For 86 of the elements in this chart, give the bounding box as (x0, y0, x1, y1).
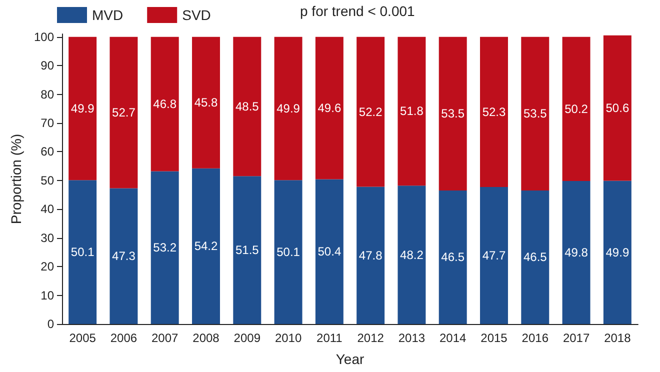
bar (398, 36, 426, 186)
y-tick-label: 60 (40, 144, 54, 159)
bar (480, 36, 508, 188)
bar (438, 190, 467, 324)
data-label: 50.6 (606, 101, 630, 116)
bar (192, 36, 220, 168)
y-tick-label: 0 (47, 317, 54, 331)
bar (274, 36, 302, 180)
legend-label: SVD (182, 7, 211, 23)
data-label: 50.2 (564, 102, 588, 116)
y-tick-label: 100 (34, 30, 54, 44)
data-label: 52.3 (482, 104, 506, 119)
x-tick-label: 2013 (398, 331, 426, 345)
data-label: 50.1 (276, 245, 300, 260)
bar (233, 176, 262, 324)
x-tick-label: 2006 (110, 331, 138, 345)
data-label: 51.8 (400, 104, 424, 118)
legend-label: MVD (92, 7, 124, 23)
bar (315, 36, 344, 180)
bar (603, 35, 632, 181)
y-tick-label: 20 (40, 260, 54, 274)
bar (356, 36, 385, 187)
bar (398, 186, 426, 324)
data-label: 48.2 (400, 248, 424, 262)
bar (521, 36, 550, 190)
data-label: 49.9 (276, 102, 300, 116)
x-axis-title: Year (336, 351, 364, 367)
data-label: 48.5 (235, 100, 260, 114)
bar (438, 36, 467, 190)
x-tick-label: 2012 (357, 331, 384, 345)
x-tick-label: 2015 (480, 331, 508, 345)
bar (562, 36, 590, 182)
data-label: 50.4 (318, 244, 342, 259)
x-tick-label: 2010 (274, 331, 302, 345)
x-tick-label: 2008 (192, 331, 220, 345)
data-label: 47.7 (482, 248, 506, 263)
bar (192, 168, 220, 324)
y-tick-label: 90 (40, 58, 54, 73)
bar (110, 188, 138, 324)
bar (150, 171, 179, 324)
data-label: 47.3 (112, 249, 136, 264)
data-label: 49.9 (70, 102, 95, 116)
y-tick-label: 70 (40, 116, 54, 130)
data-label: 47.8 (358, 248, 383, 262)
y-tick-label: 40 (40, 202, 54, 216)
bar (562, 181, 590, 324)
data-label: 51.5 (235, 243, 260, 258)
bar (480, 187, 508, 324)
x-tick-label: 2014 (440, 331, 467, 345)
bar (603, 180, 632, 324)
x-tick-label: 2011 (316, 331, 343, 345)
bar (356, 186, 385, 324)
x-tick-label: 2007 (152, 331, 179, 345)
bar (68, 180, 97, 324)
data-label: 53.2 (153, 240, 177, 255)
data-label: 52.7 (112, 106, 136, 120)
data-label: 53.5 (523, 106, 548, 121)
data-label: 46.5 (441, 250, 465, 264)
y-axis-title: Proportion (%) (8, 134, 24, 224)
bar (521, 190, 550, 324)
data-label: 49.8 (564, 246, 588, 260)
bar (110, 36, 138, 188)
bar (315, 179, 344, 324)
bar (150, 36, 179, 172)
data-label: 50.1 (70, 245, 95, 260)
data-label: 45.8 (194, 96, 218, 110)
bar (68, 36, 97, 180)
data-label: 49.6 (318, 101, 342, 116)
x-tick-label: 2005 (69, 331, 96, 345)
bar (274, 180, 302, 324)
x-tick-label: 2009 (234, 331, 261, 345)
x-tick-label: 2018 (604, 331, 632, 345)
data-label: 46.5 (523, 250, 548, 264)
data-label: 53.5 (441, 106, 465, 121)
y-tick-label: 10 (40, 288, 54, 302)
bar (233, 36, 262, 176)
data-label: 52.2 (358, 104, 383, 119)
x-tick-label: 2017 (562, 331, 590, 345)
data-label: 54.2 (194, 239, 218, 254)
data-label: 49.9 (606, 245, 630, 260)
y-tick-label: 50 (40, 173, 54, 188)
y-tick-label: 80 (40, 87, 54, 102)
y-tick-label: 30 (40, 230, 54, 245)
text: p for trend < 0.001 (300, 3, 416, 19)
data-label: 46.8 (153, 97, 177, 112)
x-tick-label: 2016 (522, 331, 549, 345)
